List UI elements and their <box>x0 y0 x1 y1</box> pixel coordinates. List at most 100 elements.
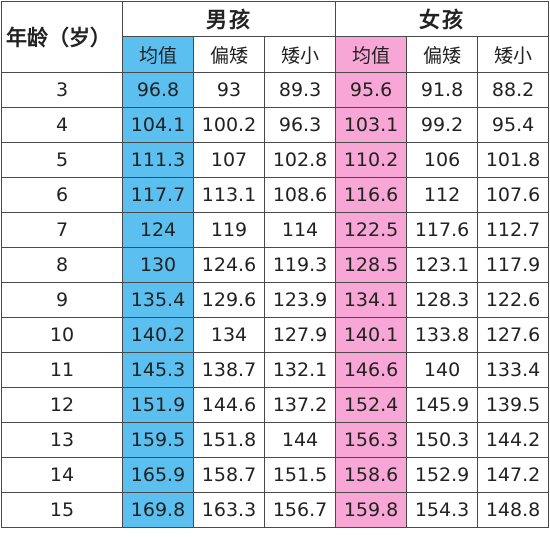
boy-very-short-cell: 144 <box>263 422 337 458</box>
girl-mean-cell: 134.1 <box>335 282 408 318</box>
subheader-boy-short: 偏矮 <box>193 36 265 73</box>
subheader-boy-mean: 均值 <box>122 36 194 73</box>
boy-short-cell: 163.3 <box>193 492 265 528</box>
girl-very-short-cell: 117.9 <box>477 247 550 283</box>
boy-short-cell: 93 <box>193 72 265 108</box>
group-header-girls: 女孩 <box>335 1 550 37</box>
group-header-boys: 男孩 <box>121 1 337 37</box>
boy-mean-cell: 96.8 <box>122 72 194 108</box>
boy-very-short-cell: 114 <box>263 212 337 248</box>
age-cell: 4 <box>1 107 123 143</box>
table-row: 3 96.8 93 89.3 95.6 91.8 88.2 <box>1 72 550 108</box>
girl-very-short-cell: 127.6 <box>477 317 550 353</box>
table-row: 11 145.3 138.7 132.1 146.6 140 133.4 <box>1 352 550 388</box>
girl-mean-cell: 156.3 <box>335 422 408 458</box>
age-cell: 8 <box>1 247 123 283</box>
girl-very-short-cell: 147.2 <box>477 457 550 493</box>
boy-mean-cell: 169.8 <box>122 492 194 528</box>
age-cell: 14 <box>1 457 123 493</box>
boy-very-short-cell: 156.7 <box>263 492 337 528</box>
girl-very-short-cell: 139.5 <box>477 387 550 423</box>
age-cell: 15 <box>1 492 123 528</box>
table-row: 5 111.3 107 102.8 110.2 106 101.8 <box>1 142 550 178</box>
boy-short-cell: 100.2 <box>193 107 265 143</box>
girl-short-cell: 128.3 <box>406 282 479 318</box>
age-cell: 11 <box>1 352 123 388</box>
girl-short-cell: 117.6 <box>406 212 479 248</box>
boy-short-cell: 119 <box>193 212 265 248</box>
boy-very-short-cell: 89.3 <box>263 72 337 108</box>
girl-short-cell: 112 <box>406 177 479 213</box>
girl-mean-cell: 122.5 <box>335 212 408 248</box>
girl-mean-cell: 159.8 <box>335 492 408 528</box>
boy-mean-cell: 140.2 <box>122 317 194 353</box>
header-row-subcolumns: 均值 偏矮 矮小 均值 偏矮 矮小 <box>2 36 550 73</box>
girl-very-short-cell: 112.7 <box>477 212 550 248</box>
girl-short-cell: 123.1 <box>406 247 479 283</box>
boy-mean-cell: 165.9 <box>122 457 194 493</box>
girl-short-cell: 150.3 <box>406 422 479 458</box>
girl-mean-cell: 140.1 <box>335 317 408 353</box>
boy-short-cell: 107 <box>193 142 265 178</box>
table-row: 13 159.5 151.8 144 156.3 150.3 144.2 <box>1 422 550 458</box>
boy-very-short-cell: 137.2 <box>263 387 337 423</box>
girl-short-cell: 145.9 <box>406 387 479 423</box>
boy-short-cell: 151.8 <box>193 422 265 458</box>
table-row: 9 135.4 129.6 123.9 134.1 128.3 122.6 <box>1 282 550 318</box>
girl-mean-cell: 158.6 <box>335 457 408 493</box>
age-cell: 9 <box>1 282 123 318</box>
table-body: 3 96.8 93 89.3 95.6 91.8 88.2 4 104.1 100.2 96.3 10… <box>1 72 550 528</box>
table-row: 15 169.8 163.3 156.7 159.8 154.3 148.8 <box>1 492 550 528</box>
girl-short-cell: 140 <box>406 352 479 388</box>
girl-short-cell: 99.2 <box>406 107 479 143</box>
girl-mean-cell: 146.6 <box>335 352 408 388</box>
boy-mean-cell: 104.1 <box>122 107 194 143</box>
age-cell: 12 <box>1 387 123 423</box>
age-cell: 7 <box>1 212 123 248</box>
boy-mean-cell: 124 <box>122 212 194 248</box>
girl-short-cell: 154.3 <box>406 492 479 528</box>
header-row-groups: 年龄（岁） 男孩 女孩 <box>1 1 550 73</box>
subheader-girl-very-short: 矮小 <box>477 36 550 73</box>
boy-mean-cell: 159.5 <box>122 422 194 458</box>
boy-mean-cell: 111.3 <box>122 142 194 178</box>
girl-mean-cell: 110.2 <box>335 142 408 178</box>
table-row: 8 130 124.6 119.3 128.5 123.1 117.9 <box>1 247 550 283</box>
girl-very-short-cell: 133.4 <box>477 352 550 388</box>
girl-very-short-cell: 88.2 <box>477 72 550 108</box>
boy-mean-cell: 151.9 <box>122 387 194 423</box>
girl-mean-cell: 95.6 <box>335 72 408 108</box>
boy-very-short-cell: 108.6 <box>263 177 337 213</box>
girl-short-cell: 152.9 <box>406 457 479 493</box>
boy-short-cell: 129.6 <box>193 282 265 318</box>
girl-short-cell: 133.8 <box>406 317 479 353</box>
boy-mean-cell: 145.3 <box>122 352 194 388</box>
girl-mean-cell: 103.1 <box>335 107 408 143</box>
boy-mean-cell: 117.7 <box>122 177 194 213</box>
age-cell: 10 <box>1 317 123 353</box>
subheader-girl-short: 偏矮 <box>406 36 479 73</box>
table-row: 10 140.2 134 127.9 140.1 133.8 127.6 <box>1 317 550 353</box>
table-row: 7 124 119 114 122.5 117.6 112.7 <box>1 212 550 248</box>
girl-mean-cell: 128.5 <box>335 247 408 283</box>
girl-very-short-cell: 148.8 <box>477 492 550 528</box>
table-row: 4 104.1 100.2 96.3 103.1 99.2 95.4 <box>1 107 550 143</box>
girl-mean-cell: 116.6 <box>335 177 408 213</box>
age-cell: 6 <box>1 177 123 213</box>
girl-very-short-cell: 101.8 <box>477 142 550 178</box>
boy-short-cell: 144.6 <box>193 387 265 423</box>
boy-short-cell: 113.1 <box>193 177 265 213</box>
girl-short-cell: 106 <box>406 142 479 178</box>
boy-very-short-cell: 102.8 <box>263 142 337 178</box>
boy-very-short-cell: 151.5 <box>263 457 337 493</box>
boy-very-short-cell: 123.9 <box>263 282 337 318</box>
boy-short-cell: 124.6 <box>193 247 265 283</box>
girl-mean-cell: 152.4 <box>335 387 408 423</box>
girl-very-short-cell: 144.2 <box>477 422 550 458</box>
boy-very-short-cell: 127.9 <box>263 317 337 353</box>
boy-short-cell: 158.7 <box>193 457 265 493</box>
table-row: 12 151.9 144.6 137.2 152.4 145.9 139.5 <box>1 387 550 423</box>
girl-short-cell: 91.8 <box>406 72 479 108</box>
boy-mean-cell: 130 <box>122 247 194 283</box>
